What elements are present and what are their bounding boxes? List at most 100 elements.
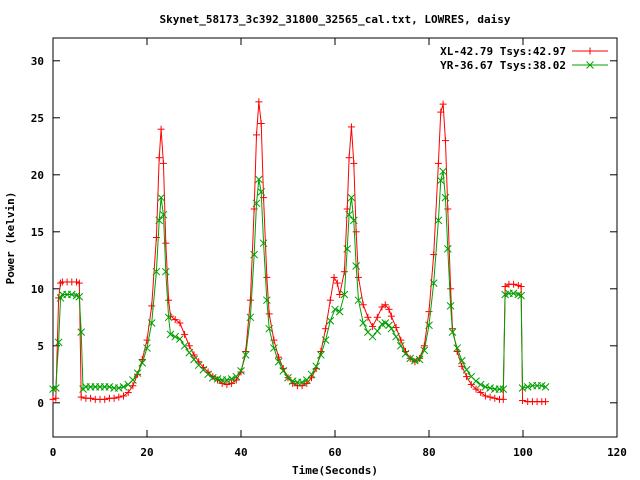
x-axis: 0 20 40 60 80 100 120: [50, 38, 627, 459]
x-tick-label: 100: [513, 446, 533, 459]
series-2: [49, 167, 550, 393]
data-point: [259, 239, 268, 248]
data-point: [517, 291, 525, 300]
data-point: [443, 245, 452, 253]
data-point: [429, 279, 438, 287]
x-axis-label: Time(Seconds): [292, 464, 378, 477]
data-point: [448, 328, 457, 336]
y-tick-label: 10: [31, 283, 44, 296]
data-point: [176, 335, 184, 343]
data-point: [223, 376, 231, 384]
data-point: [368, 332, 377, 341]
data-point: [387, 312, 395, 320]
data-point: [252, 199, 261, 208]
data-point: [213, 375, 222, 383]
data-point: [467, 381, 475, 389]
data-point: [345, 154, 353, 162]
data-point: [110, 394, 118, 402]
data-point: [425, 321, 433, 330]
data-point: [326, 316, 335, 325]
data-point: [176, 319, 184, 327]
data-point: [441, 193, 450, 202]
data-point: [425, 308, 433, 316]
data-point: [159, 159, 167, 167]
data-point: [542, 398, 550, 406]
data-point: [385, 321, 393, 330]
data-point: [232, 376, 240, 384]
data-point: [317, 351, 325, 359]
data-point: [67, 290, 76, 299]
data-point: [270, 344, 278, 352]
legend-label: YR-36.67 Tsys:38.02: [440, 59, 566, 72]
legend-label: XL-42.79 Tsys:42.97: [440, 45, 566, 58]
data-point: [298, 382, 306, 390]
data-point: [392, 332, 400, 341]
data-point: [77, 393, 85, 401]
data-point: [257, 188, 266, 196]
data-point: [302, 376, 311, 384]
data-point: [444, 205, 452, 213]
data-point: [472, 385, 480, 393]
data-point: [321, 336, 330, 344]
data-point: [385, 305, 393, 313]
data-point: [510, 280, 518, 288]
x-tick-label: 40: [234, 446, 247, 459]
data-point: [349, 216, 358, 225]
data-point: [347, 123, 355, 131]
data-point: [373, 327, 382, 335]
data-point: [446, 302, 455, 310]
data-point: [434, 216, 443, 225]
data-point: [133, 369, 142, 378]
legend-marker: [586, 61, 594, 69]
series-layer: [49, 98, 550, 406]
data-point: [180, 341, 189, 350]
data-point: [298, 378, 306, 387]
data-point: [165, 296, 173, 304]
data-point: [519, 397, 527, 405]
data-point: [415, 355, 424, 364]
data-point: [509, 289, 518, 298]
data-point: [157, 193, 165, 202]
data-point: [250, 250, 259, 259]
data-point: [223, 381, 231, 389]
data-point: [354, 296, 363, 305]
data-point: [352, 262, 361, 270]
data-point: [75, 292, 84, 301]
data-point: [359, 301, 367, 309]
data-point: [458, 362, 466, 370]
data-point: [218, 379, 226, 387]
data-point: [232, 372, 241, 381]
data-point: [147, 319, 156, 327]
data-point: [152, 267, 161, 276]
data-point: [51, 384, 60, 392]
data-point: [204, 370, 212, 379]
data-point: [166, 330, 175, 339]
data-point: [331, 305, 339, 314]
data-point: [143, 344, 151, 352]
data-point: [340, 290, 349, 299]
data-point: [77, 328, 86, 336]
data-point: [369, 322, 377, 330]
data-point: [54, 338, 63, 347]
data-point: [340, 268, 348, 276]
data-point: [246, 296, 254, 304]
data-point: [255, 98, 263, 106]
data-point: [439, 167, 447, 176]
data-point: [453, 344, 462, 352]
data-point: [114, 384, 123, 392]
y-tick-label: 20: [31, 169, 44, 182]
data-point: [181, 330, 189, 338]
data-point: [350, 159, 358, 167]
data-point: [120, 392, 127, 400]
data-point: [364, 313, 372, 321]
data-point: [335, 307, 344, 316]
data-point: [274, 357, 283, 366]
data-point: [397, 336, 405, 344]
data-point: [105, 382, 114, 391]
data-point: [307, 370, 316, 379]
data-point: [481, 392, 489, 400]
data-point: [263, 273, 271, 281]
data-point: [462, 365, 471, 374]
data-point: [541, 382, 550, 391]
